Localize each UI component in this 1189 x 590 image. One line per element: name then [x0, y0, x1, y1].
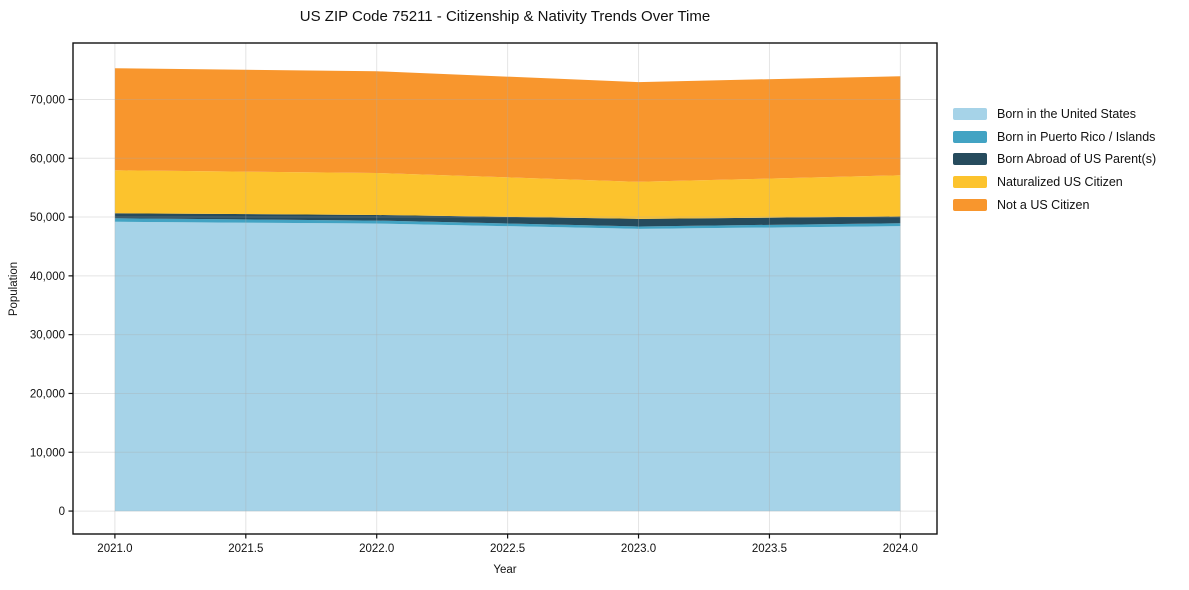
area-series-0 [114, 221, 901, 512]
x-tick-label: 2024.0 [883, 543, 918, 555]
y-tick-label: 0 [59, 506, 65, 518]
legend-item: Born in the United States [953, 103, 1156, 126]
x-tick-label: 2021.0 [97, 543, 132, 555]
legend-item: Born Abroad of US Parent(s) [953, 148, 1156, 171]
plot-frame [72, 42, 938, 535]
x-tick-label: 2021.5 [228, 543, 263, 555]
y-tick-label: 10,000 [30, 447, 65, 459]
legend-swatch [953, 108, 987, 121]
legend-item: Not a US Citizen [953, 193, 1156, 216]
legend-item: Naturalized US Citizen [953, 171, 1156, 194]
area-series-4 [114, 68, 901, 182]
legend-swatch [953, 198, 987, 211]
legend: Born in the United States Born in Puerto … [953, 103, 1156, 216]
legend-label: Naturalized US Citizen [997, 175, 1123, 190]
legend-label: Born Abroad of US Parent(s) [997, 152, 1157, 167]
x-tick-label: 2023.5 [752, 543, 787, 555]
legend-label: Not a US Citizen [997, 197, 1090, 212]
x-tick-label: 2023.0 [621, 543, 656, 555]
y-tick-label: 50,000 [30, 212, 65, 224]
area-series-2 [114, 213, 901, 227]
y-tick-label: 30,000 [30, 330, 65, 342]
y-tick-label: 20,000 [30, 388, 65, 400]
y-axis-label: Population [8, 261, 20, 317]
x-tick-label: 2022.5 [490, 543, 525, 555]
y-tick-label: 70,000 [30, 94, 65, 106]
legend-label: Born in Puerto Rico / Islands [997, 129, 1156, 144]
y-tick-label: 60,000 [30, 153, 65, 165]
x-axis-label: Year [493, 564, 517, 576]
legend-label: Born in the United States [997, 107, 1136, 122]
legend-swatch [953, 130, 987, 143]
y-tick-label: 40,000 [30, 271, 65, 283]
chart-title: US ZIP Code 75211 - Citizenship & Nativi… [299, 8, 711, 25]
legend-item: Born in Puerto Rico / Islands [953, 126, 1156, 149]
area-series-1 [114, 218, 901, 229]
legend-swatch [953, 153, 987, 166]
legend-swatch [953, 176, 987, 189]
area-series-3 [114, 170, 901, 219]
x-tick-label: 2022.0 [359, 543, 394, 555]
